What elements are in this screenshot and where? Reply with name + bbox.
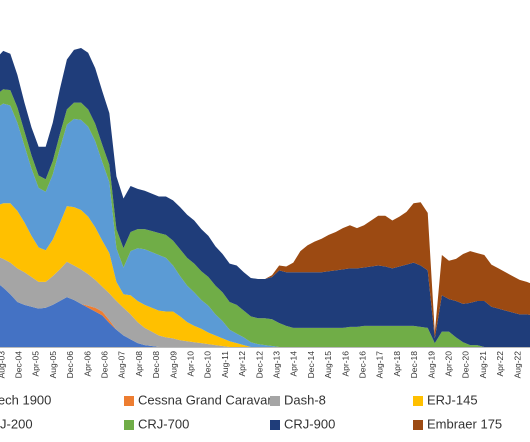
x-tick-label: Aug-03	[0, 351, 6, 379]
x-tick-label: Apr-18	[392, 351, 402, 377]
x-tick-label: Dec-10	[203, 351, 213, 379]
x-tick-label: Aug-21	[478, 351, 488, 379]
x-tick-label: Apr-22	[495, 351, 505, 377]
x-tick-label: Aug-09	[168, 351, 178, 379]
legend-item: Dash-8	[270, 392, 326, 407]
legend-item: Cessna Grand Caravan	[124, 392, 275, 407]
area-series-embraer-175	[0, 48, 530, 339]
legend-label: CRJ-900	[284, 416, 335, 431]
x-tick-label: Apr-10	[185, 351, 195, 377]
area-series-beech-1900	[0, 284, 530, 347]
x-tick-label: Apr-14	[289, 351, 299, 377]
x-tick-label: Dec-06	[65, 351, 75, 379]
x-tick-label: Dec-08	[151, 351, 161, 379]
x-tick-label: Dec-16	[357, 351, 367, 379]
legend-item: CRJ-700	[124, 416, 189, 431]
legend-label: Embraer 175	[427, 416, 502, 431]
x-tick-label: Aug-22	[512, 351, 522, 379]
legend-label: CRJ-700	[138, 416, 189, 431]
area-series-erj-200	[0, 103, 530, 347]
x-tick-label: Aug-19	[426, 351, 436, 379]
x-tick-label: Apr-20	[443, 351, 453, 377]
legend-label: ERJ-200	[0, 416, 33, 431]
legend-swatch	[413, 396, 423, 406]
legend-swatch	[124, 396, 134, 406]
x-tick-label: Apr-12	[237, 351, 247, 377]
x-tick-label: Apr-16	[340, 351, 350, 377]
x-tick-label: Aug-13	[271, 351, 281, 379]
legend-item: ERJ-145	[413, 392, 478, 407]
x-tick-label: Dec-14	[306, 351, 316, 379]
x-axis-ticks: Aug-03 Dec-04 Apr-05 Aug-05 Dec-06 Apr-06 Dec-…	[0, 351, 522, 379]
x-tick-label: Dec-04	[13, 351, 23, 379]
legend-item: CRJ-900	[270, 416, 335, 431]
x-tick-label: Dec-06	[99, 351, 109, 379]
legend-item: Beech 1900	[0, 392, 51, 407]
legend-swatch	[124, 420, 134, 430]
area-series-crj-900	[0, 48, 530, 347]
chart-areas	[0, 48, 530, 347]
legend-label: Cessna Grand Caravan	[138, 392, 275, 407]
legend-label: Dash-8	[284, 392, 326, 407]
legend-swatch	[413, 420, 423, 430]
legend-label: Beech 1900	[0, 392, 51, 407]
x-tick-label: Aug-05	[48, 351, 58, 379]
x-tick-label: Apr-06	[82, 351, 92, 377]
legend-label: ERJ-145	[427, 392, 478, 407]
legend-item: Embraer 175	[413, 416, 502, 431]
legend-swatch	[270, 420, 280, 430]
legend-item: ERJ-200	[0, 416, 33, 431]
x-tick-label: Apr-08	[134, 351, 144, 377]
x-tick-label: Aug-07	[117, 351, 127, 379]
legend: Beech 1900 Cessna Grand Caravan Dash-8 ERJ-…	[0, 392, 502, 431]
x-tick-label: Apr-05	[31, 351, 41, 377]
x-tick-label: Dec-20	[461, 351, 471, 379]
x-tick-label: Aug-11	[220, 351, 230, 378]
x-tick-label: Aug-15	[323, 351, 333, 379]
area-series-dash-8	[0, 257, 530, 347]
x-tick-label: Aug-17	[375, 351, 385, 379]
area-series-erj-145	[0, 203, 530, 347]
x-tick-label: Dec-18	[409, 351, 419, 379]
x-tick-label: Dec-12	[254, 351, 264, 379]
legend-swatch	[270, 396, 280, 406]
